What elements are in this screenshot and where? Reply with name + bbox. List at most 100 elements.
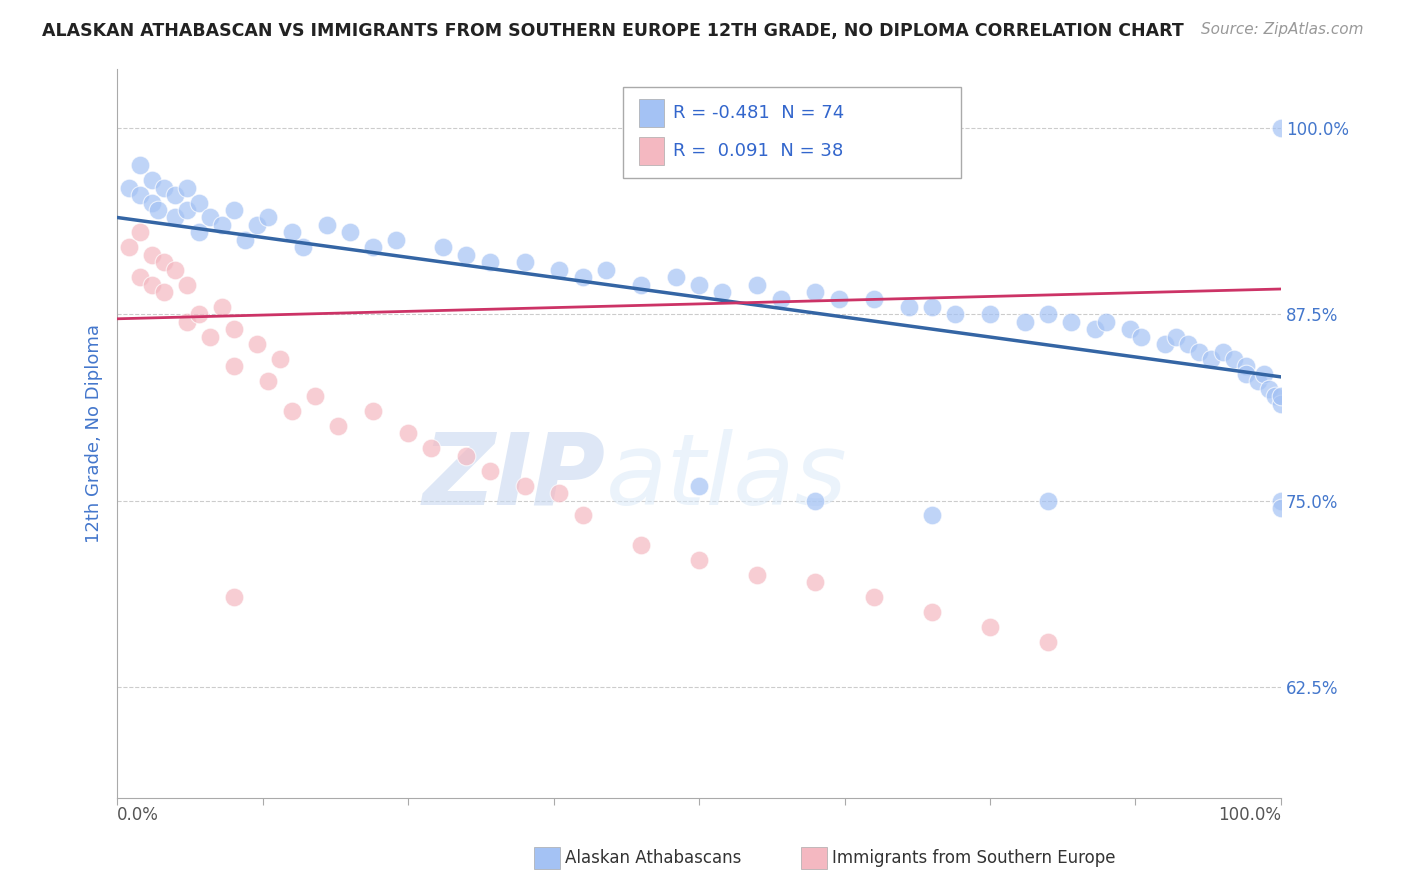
Point — [315, 218, 337, 232]
Point — [129, 188, 152, 202]
Point — [456, 248, 478, 262]
Point — [804, 575, 827, 590]
Point — [257, 211, 280, 225]
Point — [246, 218, 269, 232]
Point — [747, 568, 769, 582]
Point — [187, 195, 209, 210]
Point — [1258, 382, 1281, 396]
Point — [828, 293, 851, 307]
Point — [129, 270, 152, 285]
Text: R = -0.481  N = 74: R = -0.481 N = 74 — [673, 104, 845, 122]
Point — [141, 277, 163, 292]
Point — [432, 240, 454, 254]
Point — [1038, 307, 1060, 321]
Point — [571, 508, 593, 523]
Point — [211, 300, 233, 314]
Point — [1084, 322, 1107, 336]
Text: atlas: atlas — [606, 429, 848, 525]
Point — [1130, 329, 1153, 343]
Point — [233, 233, 256, 247]
Point — [176, 277, 198, 292]
Point — [200, 211, 222, 225]
Point — [1014, 315, 1036, 329]
Point — [281, 226, 304, 240]
Point — [141, 195, 163, 210]
Point — [571, 270, 593, 285]
Point — [1234, 367, 1257, 381]
Point — [595, 262, 617, 277]
Point — [141, 173, 163, 187]
Point — [979, 307, 1001, 321]
Point — [1166, 329, 1188, 343]
Point — [187, 307, 209, 321]
Point — [1264, 389, 1286, 403]
Point — [328, 419, 350, 434]
Point — [269, 351, 291, 366]
Text: Immigrants from Southern Europe: Immigrants from Southern Europe — [832, 849, 1116, 867]
Point — [211, 218, 233, 232]
Point — [862, 591, 884, 605]
Point — [478, 255, 501, 269]
Point — [688, 478, 710, 492]
Point — [304, 389, 326, 403]
Point — [548, 262, 571, 277]
Point — [118, 180, 141, 194]
Point — [921, 508, 943, 523]
Point — [1270, 397, 1292, 411]
Point — [1270, 500, 1292, 515]
Point — [129, 158, 152, 172]
Text: ALASKAN ATHABASCAN VS IMMIGRANTS FROM SOUTHERN EUROPE 12TH GRADE, NO DIPLOMA COR: ALASKAN ATHABASCAN VS IMMIGRANTS FROM SO… — [42, 22, 1184, 40]
Point — [1270, 389, 1292, 403]
Point — [943, 307, 966, 321]
Point — [630, 538, 652, 552]
Point — [1253, 367, 1275, 381]
Point — [1223, 351, 1246, 366]
Point — [747, 277, 769, 292]
Point — [222, 322, 245, 336]
Point — [200, 329, 222, 343]
Point — [1199, 351, 1222, 366]
Point — [152, 255, 174, 269]
Point — [292, 240, 315, 254]
Point — [1038, 635, 1060, 649]
Point — [396, 426, 419, 441]
Text: 0.0%: 0.0% — [117, 805, 159, 824]
Point — [513, 255, 536, 269]
Point — [688, 277, 710, 292]
Point — [222, 202, 245, 217]
Point — [1118, 322, 1140, 336]
Point — [456, 449, 478, 463]
Point — [769, 293, 792, 307]
Point — [1153, 337, 1175, 351]
Point — [711, 285, 734, 299]
Point — [187, 226, 209, 240]
Point — [548, 486, 571, 500]
Point — [339, 226, 361, 240]
Point — [897, 300, 920, 314]
Point — [281, 404, 304, 418]
Point — [1270, 121, 1292, 136]
Point — [1177, 337, 1199, 351]
Point — [385, 233, 408, 247]
Text: 100.0%: 100.0% — [1218, 805, 1281, 824]
Point — [688, 553, 710, 567]
Point — [1095, 315, 1118, 329]
Point — [246, 337, 269, 351]
Point — [1060, 315, 1083, 329]
Point — [152, 285, 174, 299]
Point — [665, 270, 688, 285]
Point — [1270, 493, 1292, 508]
FancyBboxPatch shape — [623, 87, 960, 178]
Point — [257, 375, 280, 389]
Text: R =  0.091  N = 38: R = 0.091 N = 38 — [673, 142, 844, 160]
Text: Alaskan Athabascans: Alaskan Athabascans — [565, 849, 741, 867]
Point — [165, 262, 187, 277]
Bar — [638, 99, 664, 127]
Point — [176, 202, 198, 217]
Point — [361, 404, 384, 418]
Text: ZIP: ZIP — [423, 429, 606, 525]
Point — [222, 591, 245, 605]
Point — [979, 620, 1001, 634]
Point — [146, 202, 169, 217]
Point — [1038, 493, 1060, 508]
